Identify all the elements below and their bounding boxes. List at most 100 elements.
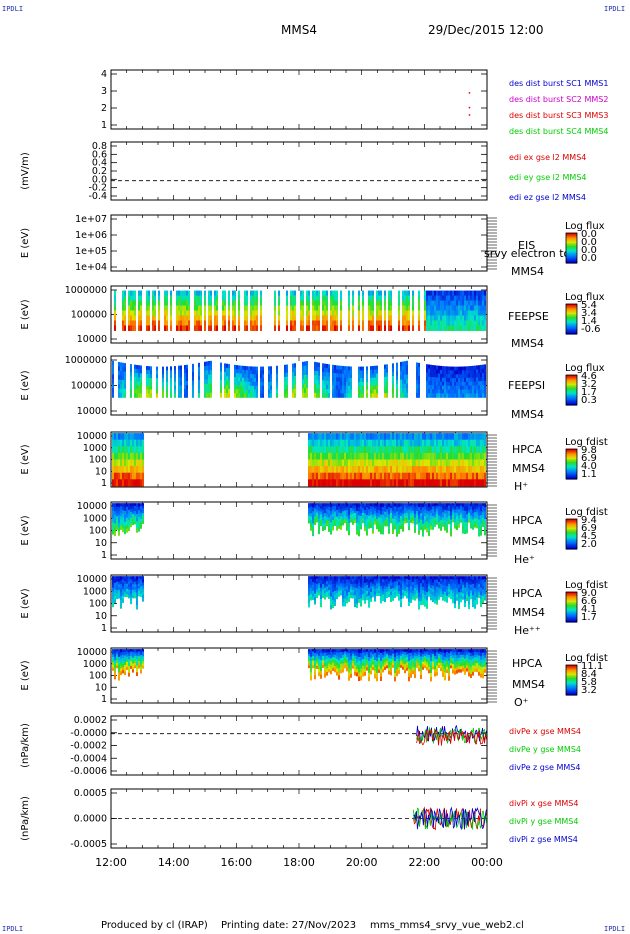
colorbar-title: Log fdist	[565, 580, 608, 591]
colorbar-swatch	[566, 671, 577, 674]
colorbar-swatch	[566, 258, 577, 260]
y-tick-label: -0.4	[88, 191, 107, 202]
colorbar-swatch	[566, 325, 577, 328]
y-tick-label: -0.0005	[70, 839, 107, 850]
colorbar-swatch	[566, 462, 577, 465]
legend-entry: edi ey gse l2 MMS4	[509, 173, 587, 182]
footer-printing-date: Printing date: 27/Nov/2023	[221, 920, 357, 931]
colorbar-swatch	[566, 312, 577, 315]
spacecraft-label: MMS4	[511, 265, 544, 278]
colorbar-swatch	[566, 320, 577, 323]
colorbar-swatch	[566, 678, 577, 681]
colorbar-swatch	[566, 681, 577, 684]
legend-entry: des dist burst SC4 MMS4	[509, 127, 608, 136]
y-tick-label: 1000	[83, 586, 107, 597]
colorbar-swatch	[566, 519, 577, 521]
colorbar-hpca-8	[565, 664, 578, 696]
colorbar-swatch	[566, 682, 577, 685]
y-tick-label: 10000	[77, 334, 107, 345]
spacecraft-label: MMS4	[511, 408, 544, 421]
colorbar-swatch	[566, 387, 577, 390]
colorbar-tick-label: 3.2	[581, 379, 597, 390]
colorbar-swatch	[566, 607, 577, 609]
colorbar-swatch	[566, 451, 577, 454]
colorbar-swatch	[566, 680, 577, 682]
x-tick-label: 20:00	[346, 856, 378, 869]
spectrogram-5	[112, 360, 486, 398]
species-label: He⁺⁺	[514, 624, 541, 637]
corner-label-top-left: IPDLI	[2, 5, 24, 13]
y-tick-label: 100	[89, 526, 107, 537]
colorbar-frame	[565, 448, 578, 480]
colorbar-swatch	[566, 604, 577, 607]
legend-entry: edi ex gse l2 MMS4	[509, 153, 586, 162]
y-tick-label: -0.0002	[70, 741, 107, 752]
y-axis-label: E (eV)	[20, 588, 31, 618]
colorbar-swatch	[566, 326, 577, 329]
colorbar-swatch	[566, 524, 577, 526]
y-tick-label: 10000	[77, 574, 107, 585]
y-tick-label: 100	[89, 455, 107, 466]
y-tick-label: 1000	[83, 659, 107, 670]
colorbar-swatch	[566, 306, 577, 309]
colorbar-swatch	[566, 529, 577, 531]
colorbar-swatch	[566, 236, 577, 239]
colorbar-swatch	[566, 598, 577, 601]
corner-label-bottom-left: IPDLI	[2, 925, 24, 933]
colorbar-tick-label: -0.6	[581, 324, 601, 335]
colorbar-frame	[565, 374, 578, 406]
colorbar-swatch	[566, 617, 577, 619]
colorbar-swatch	[566, 535, 577, 538]
colorbar-tick-label: 4.0	[581, 461, 597, 472]
colorbar-swatch	[566, 450, 577, 453]
colorbar-swatch	[566, 592, 577, 594]
colorbar-swatch	[566, 375, 577, 377]
colorbar-swatch	[566, 381, 577, 384]
y-tick-label: 10000	[77, 647, 107, 658]
colorbar-swatch	[566, 613, 577, 616]
colorbar-swatch	[566, 260, 577, 263]
colorbar-tick-label: 8.4	[581, 669, 597, 680]
colorbar-swatch	[566, 314, 577, 316]
colorbar-swatch	[566, 382, 577, 385]
colorbar-swatch	[566, 672, 577, 675]
instrument-label: HPCA	[512, 587, 543, 600]
panel-frame-2	[110, 141, 488, 201]
colorbar-swatch	[566, 396, 577, 399]
colorbar-swatch	[566, 388, 577, 391]
colorbar-swatch	[566, 324, 577, 326]
y-tick-label: 1	[101, 623, 107, 634]
y-tick-label: 1e+05	[75, 246, 107, 257]
footer-filename: mms_mms4_srvy_vue_web2.cl	[370, 920, 524, 931]
colorbar-swatch	[566, 383, 577, 386]
legend-entry: divPi z gse MMS4	[509, 835, 578, 844]
y-tick-label: 1	[101, 478, 107, 489]
colorbar-swatch	[566, 545, 577, 548]
colorbar-swatch	[566, 609, 577, 612]
colorbar-swatch	[566, 310, 577, 313]
legend-entry: des dist burst SC3 MMS3	[509, 111, 608, 120]
divpi-series-2	[413, 806, 487, 831]
colorbar-swatch	[566, 256, 577, 259]
y-axis-label: E (eV)	[20, 515, 31, 545]
colorbar-swatch	[566, 390, 577, 392]
spectrogram-6	[112, 433, 486, 487]
y-tick-label: 1000	[83, 443, 107, 454]
colorbar-swatch	[566, 600, 577, 603]
colorbar-swatch	[566, 253, 577, 255]
y-tick-label: -0.0006	[70, 766, 107, 777]
colorbar-swatch	[566, 471, 577, 474]
colorbar-swatch	[566, 244, 577, 247]
colorbar-swatch	[566, 259, 577, 262]
colorbar-swatch	[566, 476, 577, 479]
colorbar-swatch	[566, 248, 577, 250]
colorbar-feepse	[565, 303, 578, 335]
colorbar-swatch	[566, 676, 577, 679]
colorbar-swatch	[566, 530, 577, 533]
colorbar-tick-label: 6.9	[581, 453, 597, 464]
colorbar-feepsi	[565, 374, 578, 406]
x-tick-label: 14:00	[158, 856, 190, 869]
spectrogram-9	[112, 649, 486, 682]
y-tick-label: 1000	[83, 513, 107, 524]
